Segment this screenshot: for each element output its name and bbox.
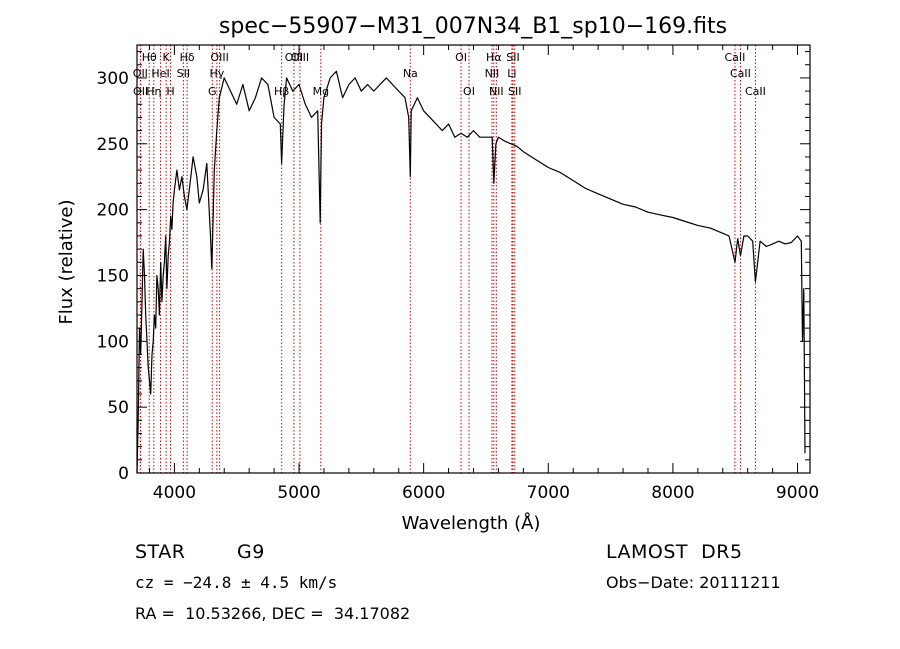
x-tick-label: 5000	[277, 483, 320, 503]
line-marker-label: CaII	[725, 51, 746, 64]
line-marker-label: NII	[489, 85, 504, 98]
line-marker-label: K	[163, 51, 171, 64]
x-tick-label: 7000	[527, 483, 570, 503]
line-marker-label: Na	[403, 67, 418, 80]
line-marker-label: SII	[177, 67, 190, 80]
line-marker-label: SII	[506, 51, 519, 64]
coordinates: RA = 10.53266, DEC = 34.17082	[135, 604, 411, 623]
line-marker-label: NII	[485, 67, 500, 80]
line-marker-label: Hδ	[180, 51, 195, 64]
line-marker-label: Hγ	[209, 67, 224, 80]
line-marker-label: Hβ	[274, 85, 289, 98]
y-tick-label: 300	[97, 69, 129, 89]
line-marker-label: Li	[507, 67, 516, 80]
x-axis-label: Wavelength (Å)	[402, 512, 541, 534]
x-tick-label: 8000	[651, 483, 694, 503]
line-marker-label: OIII	[210, 51, 228, 64]
y-tick-label: 250	[97, 135, 129, 155]
spectral-line-markers	[139, 45, 756, 473]
chart-title: spec−55907−M31_007N34_B1_sp10−169.fits	[219, 14, 727, 39]
line-marker-label: OIII	[291, 51, 309, 64]
line-marker-label: Hη	[146, 85, 161, 98]
line-marker-label: OI	[463, 85, 475, 98]
object-class: STAR	[135, 541, 186, 563]
y-axis-label: Flux (relative)	[56, 199, 77, 324]
x-tick-label: 4000	[153, 483, 196, 503]
line-marker-label: CaII	[745, 85, 766, 98]
line-marker-label: HeI	[151, 67, 169, 80]
redshift-line: cz = −24.8 ± 4.5 km/s	[135, 573, 338, 592]
line-marker-label: OI	[455, 51, 467, 64]
y-tick-label: 150	[97, 266, 129, 286]
line-marker-label: Hα	[486, 51, 502, 64]
line-marker-label: Hθ	[142, 51, 157, 64]
subclass: G9	[237, 541, 265, 563]
line-marker-label: CaII	[730, 67, 751, 80]
y-tick-label: 200	[97, 201, 129, 221]
y-tick-label: 0	[118, 464, 129, 484]
y-tick-label: 100	[97, 332, 129, 352]
line-marker-label: OIII	[285, 51, 303, 64]
survey-name: LAMOST DR5	[606, 541, 743, 563]
line-marker-label: Mg	[313, 85, 329, 98]
x-axis: 4000 5000 6000 7000 8000 9000	[148, 45, 819, 503]
line-marker-label: H	[166, 85, 174, 98]
x-tick-label: 6000	[402, 483, 445, 503]
plot-frame	[136, 44, 811, 474]
y-axis: 0 50 100 150 200 250 300	[97, 51, 810, 484]
y-tick-label: 50	[107, 398, 129, 418]
line-marker-label: G	[208, 85, 217, 98]
spectrum-line	[136, 70, 806, 474]
x-tick-label: 9000	[776, 483, 819, 503]
line-marker-label: SII	[508, 85, 521, 98]
obs-date: Obs−Date: 20111211	[606, 573, 781, 592]
